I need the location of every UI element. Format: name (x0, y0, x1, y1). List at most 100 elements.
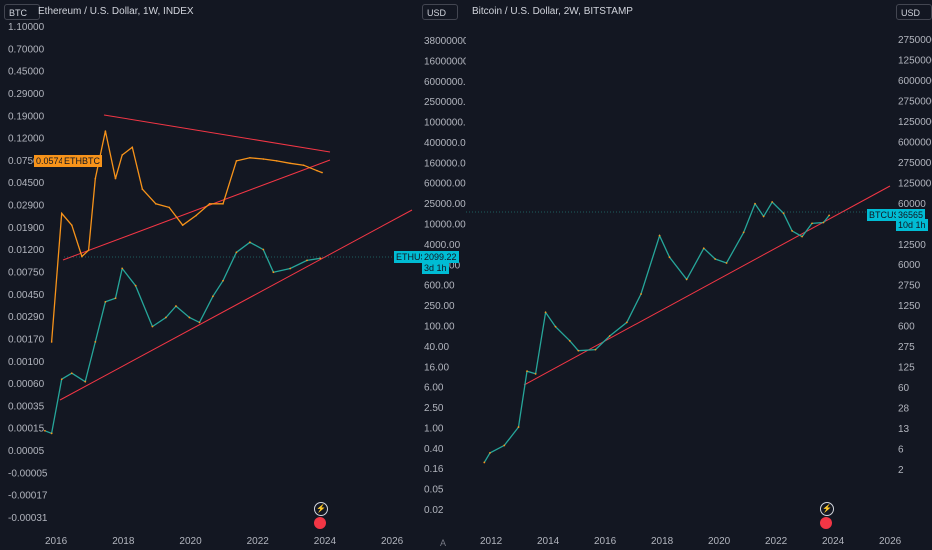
usd-currency-button-right[interactable]: USD (896, 4, 932, 20)
x-axis-tick-label: 2024 (822, 536, 845, 547)
left-axis-tick-label: 0.19000 (8, 111, 45, 122)
ethbtc-point (71, 224, 73, 226)
ethbtc-point (262, 158, 265, 160)
x-axis-tick-label: 2020 (708, 536, 731, 547)
btcusd-point (503, 444, 506, 447)
left-axis-tick-label: 0.00015 (8, 424, 45, 435)
btcusd-point (489, 452, 491, 454)
ethbtc-point (87, 249, 90, 251)
x-axis-tick-label: 2018 (651, 536, 674, 547)
ethbtc-point (131, 146, 134, 149)
btcusd-timer-tag: 10d 1h (896, 219, 928, 231)
usd-currency-button-left[interactable]: USD (422, 4, 458, 20)
bitcoin-chart-title: Bitcoin / U.S. Dollar, 2W, BITSTAMP (472, 6, 633, 17)
ethusd-point (188, 316, 191, 319)
left-axis-tick-label: 0.04500 (8, 178, 45, 189)
ethusd-point (94, 341, 97, 343)
right-axis-tick-label: 6.00 (424, 383, 444, 394)
right-axis-tick-label: 1.00 (424, 423, 444, 434)
ethusd-value-tag: 2099.22 (422, 251, 459, 263)
right-axis-tick-label: 60000.00 (424, 179, 466, 190)
ethusd-point (151, 325, 154, 328)
left-axis-tick-label: 0.12000 (8, 134, 45, 145)
left-axis-tick-label: 0.00035 (8, 401, 45, 412)
right-axis-tick-label: 125000 (898, 178, 932, 189)
ethbtc-point (235, 160, 238, 162)
x-axis-tick-label: 2026 (381, 536, 404, 547)
auto-scale-icon[interactable]: A (440, 538, 447, 548)
ethbtc-point (60, 212, 63, 215)
left-axis-tick-label: 0.45000 (8, 67, 45, 78)
btcusd-point (782, 212, 785, 215)
ethusd-point (235, 251, 238, 254)
btcusd-point (668, 256, 671, 259)
btcusd-point (526, 370, 528, 373)
ethbtc-point (168, 206, 171, 209)
ethbtc-point (249, 157, 251, 159)
ethbtc-point (81, 255, 83, 258)
ethusd-line (44, 241, 321, 435)
ethbtc-point (302, 164, 305, 166)
right-axis-tick-label: 27500000 (898, 35, 932, 46)
ethusd-point (262, 248, 265, 251)
btcusd-value-tag: 36565 (896, 209, 926, 221)
left-axis-tick-label: 0.00750 (8, 268, 45, 279)
btcusd-point (702, 247, 705, 250)
right-axis-tick-label: 600 (898, 322, 915, 333)
x-axis-tick-label: 2022 (765, 536, 788, 547)
right-axis-tick-label: 12500 (898, 240, 926, 251)
event-flag-icon-right[interactable] (820, 517, 832, 529)
btcusd-point (483, 461, 486, 464)
ethbtc-point (114, 177, 117, 180)
right-axis-tick-label: 0.05 (424, 485, 444, 496)
btc-currency-button[interactable]: BTC (4, 4, 40, 20)
ethereum-chart-panel[interactable]: 1.10000 0.70000 0.45000 0.29000 0.19000 0.120… (0, 0, 466, 550)
bitcoin-chart-svg: 27500000 12500000 6000000 2750000 1250000 600… (466, 35, 932, 547)
btcusd-point (577, 349, 580, 352)
left-axis-tick-label: 0.70000 (8, 44, 45, 55)
ethbtc-point (321, 171, 323, 174)
ethusd-point (289, 267, 292, 270)
event-flag-icon[interactable] (314, 517, 326, 529)
left-axis-tick-label: 0.02900 (8, 201, 45, 212)
lightning-icon-right[interactable]: ⚡ (820, 502, 834, 516)
btcusd-point (771, 201, 774, 203)
right-axis-tick-label: 60 (898, 383, 910, 394)
right-axis-tick-label: 25000.00 (424, 199, 466, 210)
right-axis-tick-label: 60000 (898, 199, 926, 210)
x-axis-tick-label: 2020 (179, 536, 202, 547)
x-axis-tick-label: 2024 (314, 536, 337, 547)
ethusd-point (319, 257, 322, 260)
x-axis-tick-label: 2014 (537, 536, 560, 547)
right-axis-tick-label: 0.02 (424, 505, 444, 516)
ethusd-point (134, 284, 137, 287)
right-axis-tick-label: 38000000.00 (424, 36, 466, 47)
ethbtc-point (50, 341, 53, 343)
ethbtc-price-tag: 0.05745 (34, 155, 71, 167)
lightning-icon[interactable]: ⚡ (314, 502, 328, 516)
right-axis-tick-label: 600.00 (424, 281, 455, 292)
btcusd-point (568, 339, 571, 342)
ethbtc-value: 0.05745 (36, 156, 69, 166)
right-axis-tick-label: 1250000 (898, 117, 932, 128)
x-axis-tick-label: 2012 (480, 536, 503, 547)
ethusd-point (84, 380, 87, 383)
btcusd-point (714, 258, 717, 260)
left-axis-tick-label: 0.00450 (8, 290, 45, 301)
ethusd-point (121, 267, 124, 270)
right-axis-tick-label: 2500000.00 (424, 97, 466, 108)
right-axis-tick-label: 16.00 (424, 362, 449, 373)
ethusd-point (164, 316, 167, 319)
right-axis-tick-label: 1250 (898, 301, 921, 312)
ethbtc-point (222, 203, 224, 205)
right-axis-tick-label: 6000000 (898, 76, 932, 87)
ethusd-point (175, 305, 177, 307)
x-axis-tick-label: 2018 (112, 536, 135, 547)
left-axis-tick-label: 0.00170 (8, 334, 45, 345)
right-axis-tick-label: 275000 (898, 158, 932, 169)
btcusd-point (544, 311, 547, 314)
left-axis-tick-label: -0.00031 (8, 513, 48, 524)
right-axis-tick-label: 28 (898, 404, 910, 415)
ethusd-point (44, 429, 46, 432)
bitcoin-chart-panel[interactable]: 27500000 12500000 6000000 2750000 1250000 600… (466, 0, 932, 550)
